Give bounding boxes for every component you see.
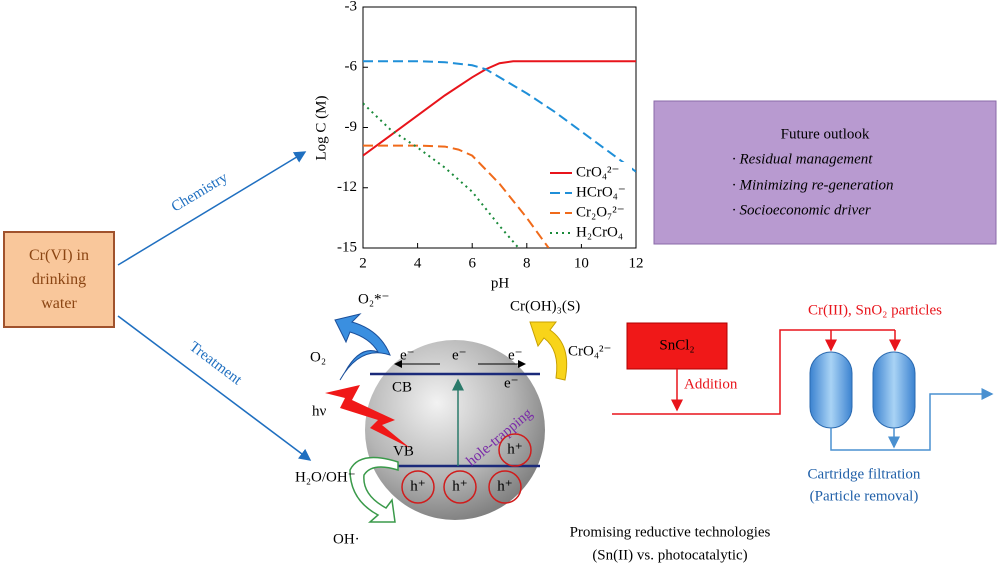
hole-circle [401, 470, 435, 504]
oh-label: OH· [333, 531, 360, 547]
product-label: Cr(OH)₃(S) [510, 298, 580, 314]
outlook-item: · Residual management [732, 151, 873, 167]
y-tick-label: -6 [345, 59, 358, 75]
hole: h⁺ [507, 441, 522, 457]
filter-tank [809, 351, 853, 429]
water-label: H₂O/OH⁻ [295, 469, 356, 485]
legend-label: H₂CrO₄ [576, 224, 623, 240]
hole: h⁺ [452, 478, 467, 494]
x-tick-label: 6 [468, 255, 476, 271]
chart: 2 4 6 8 10 12 -3 -6 -9 -12 -15 CrO₄²⁻ HCrO₄⁻ Cr₂O₇²⁻ H… [337, 0, 644, 271]
chemistry-label: Chemistry [169, 169, 231, 215]
reagent-box [626, 322, 728, 370]
feed-line [612, 329, 895, 415]
electron: e⁻ [508, 347, 523, 363]
y-tick-label: -9 [345, 119, 358, 135]
reagent-label: SnCl₂ [659, 337, 694, 353]
x-tick-label: 4 [414, 255, 422, 271]
hole: h⁺ [410, 478, 425, 494]
outlet-line [830, 388, 994, 451]
outlook-title: Future outlook [781, 126, 870, 142]
o2-arrow [334, 313, 391, 381]
treatment-label: Treatment [186, 339, 245, 389]
hole-circle [443, 470, 477, 504]
hole-circle [488, 470, 522, 504]
legend-box [548, 162, 632, 244]
caption-line: Promising reductive technologies [570, 524, 771, 540]
addition-label: Addition [684, 376, 738, 392]
source-label: Cr(VI) in drinking water [29, 246, 89, 312]
treatment-arrow [117, 315, 312, 461]
hv-label: hν [312, 403, 327, 419]
series-line [363, 144, 550, 248]
hole: h⁺ [497, 478, 512, 494]
series-line [363, 60, 636, 157]
y-axis-label: Log C (M) [313, 96, 329, 161]
light-bolt [325, 385, 410, 448]
o2-label: O₂ [310, 349, 326, 365]
x-tick-label: 12 [629, 255, 644, 271]
source-wrap: Cr(VI) in drinking water [29, 246, 89, 312]
outlook-item: · Minimizing re-generation [732, 177, 894, 193]
filter-tank [872, 351, 916, 429]
hole-circle [498, 433, 532, 467]
x-tick-label: 8 [523, 255, 531, 271]
legend-label: CrO₄²⁻ [576, 164, 619, 180]
cb-label: CB [392, 379, 412, 395]
series-line [363, 102, 520, 248]
filtration-label: Cartridge filtration [808, 466, 921, 482]
particles-label: Cr(III), SnO₂ particles [808, 302, 942, 318]
electron: e⁻ [452, 347, 467, 363]
y-tick-label: -15 [337, 239, 357, 255]
y-tick-label: -3 [345, 0, 358, 14]
photocatalyst-sphere [365, 340, 545, 520]
x-axis-label: pH [491, 275, 510, 291]
outlook-box [653, 100, 997, 245]
caption-line: (Sn(II) vs. photocatalytic) [592, 547, 747, 563]
x-tick-label: 10 [574, 255, 589, 271]
electron: e⁻ [504, 375, 519, 391]
legend-label: HCrO₄⁻ [576, 184, 626, 200]
oh-arrow [349, 456, 399, 523]
x-tick-label: 2 [359, 255, 367, 271]
chromate-arrow [529, 321, 568, 381]
outlook-item: · Socioeconomic driver [732, 202, 871, 218]
vb-label: VB [393, 443, 414, 459]
legend-label: Cr₂O₇²⁻ [576, 204, 625, 220]
chromate-label: CrO₄²⁻ [568, 343, 611, 359]
removal-label: (Particle removal) [810, 488, 919, 504]
series-line [363, 60, 636, 173]
chemistry-arrow [117, 151, 307, 266]
source-box [3, 231, 115, 328]
electron: e⁻ [400, 347, 415, 363]
o2-radical-label: O₂*⁻ [358, 291, 389, 307]
y-tick-label: -12 [337, 179, 357, 195]
